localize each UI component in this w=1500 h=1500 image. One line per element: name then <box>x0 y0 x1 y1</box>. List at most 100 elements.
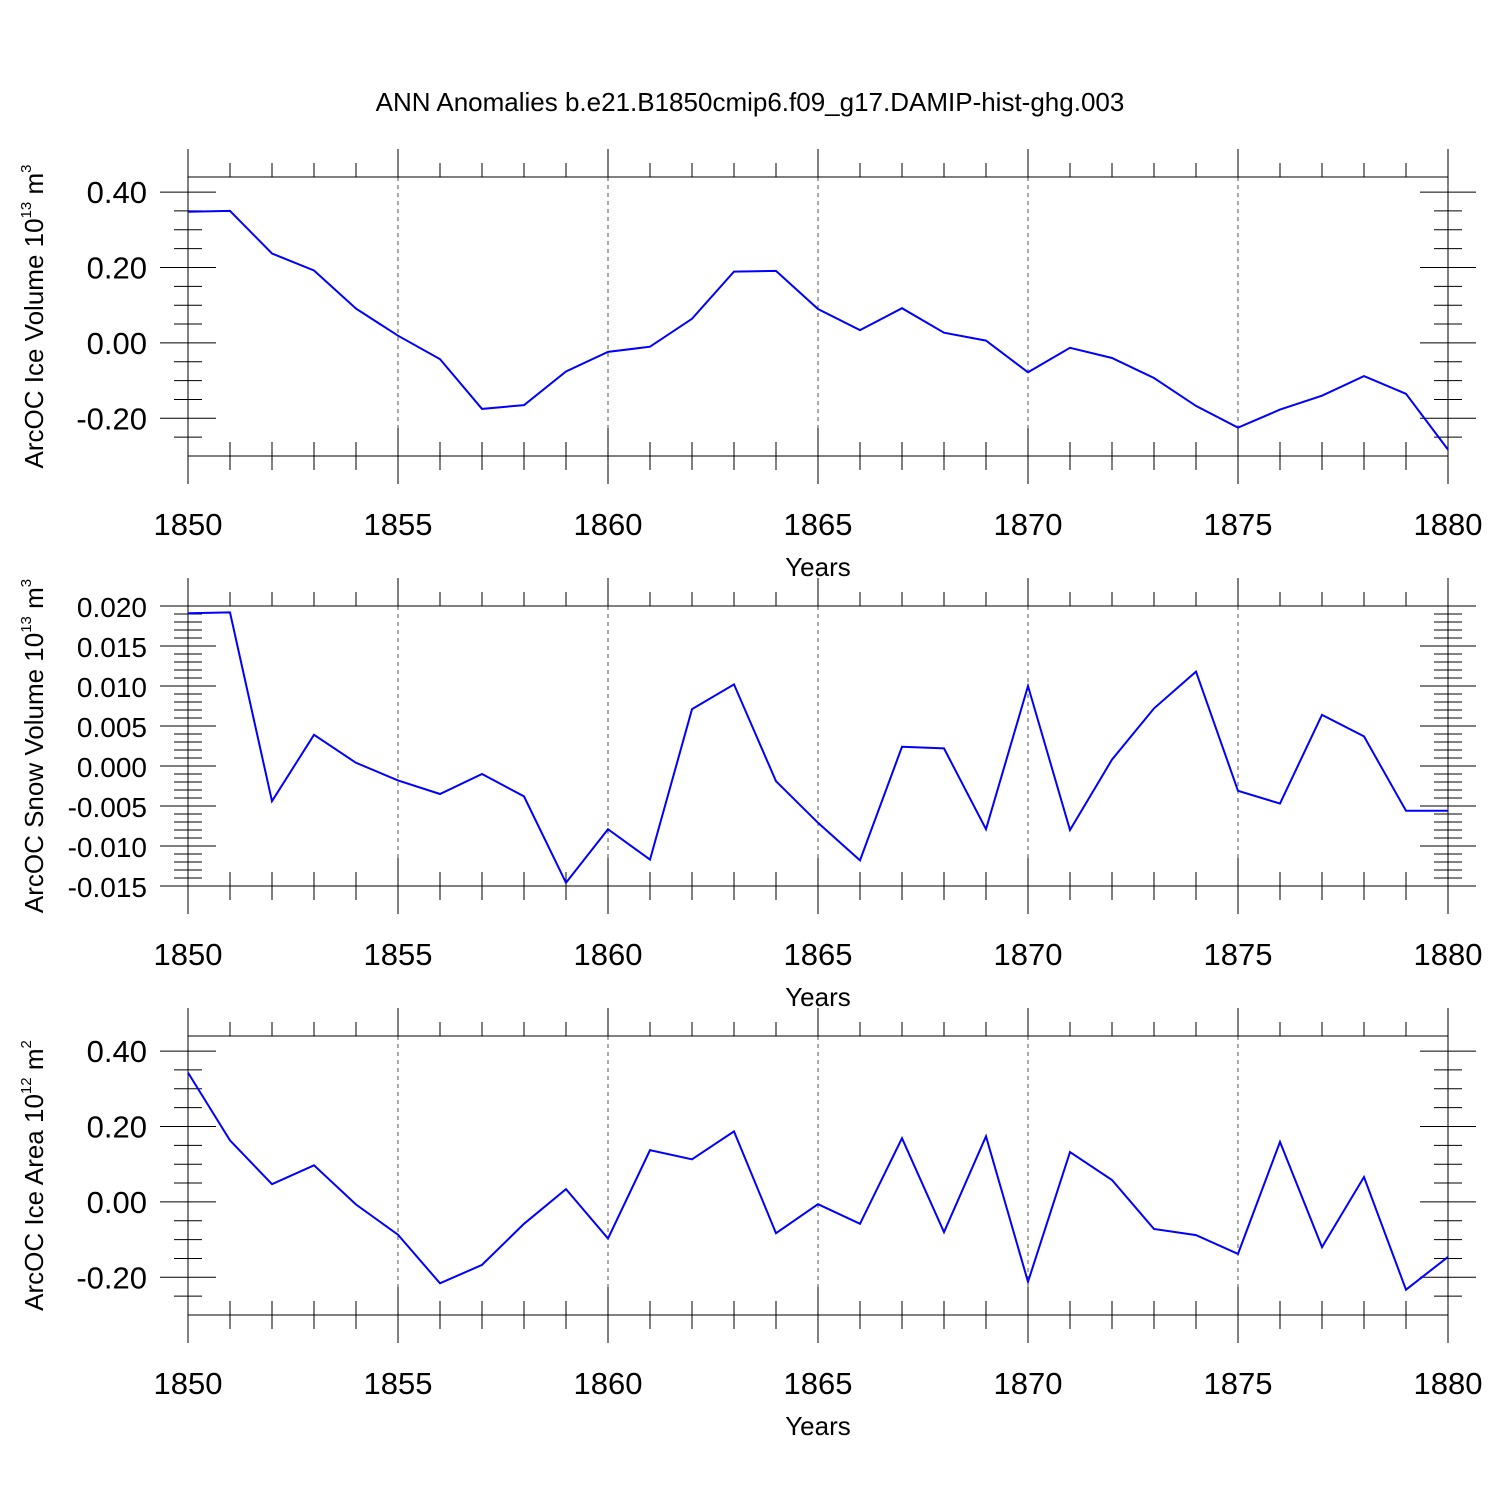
data-point <box>1194 670 1198 674</box>
data-point <box>438 357 442 361</box>
data-point <box>858 1222 862 1226</box>
chart-panel-1: 0.40 0.20 0.00 -0.20 1850 1855 1860 1865 1870 187… <box>18 149 1482 582</box>
data-point <box>648 858 652 862</box>
data-point <box>1236 426 1240 430</box>
chart-panel-3: 0.40 0.20 0.00 -0.20 1850 1855 1860 1865 1870 187… <box>18 1008 1482 1441</box>
y-axis-label-text: ArcOC Ice Volume 10 <box>19 218 49 468</box>
y-axis-label-exponent: 12 <box>18 1077 35 1094</box>
data-point <box>1110 356 1114 360</box>
y-tick-label: -0.010 <box>68 832 147 863</box>
x-tick-label: 1860 <box>574 937 643 972</box>
data-point <box>1446 1255 1450 1259</box>
data-point <box>1194 1233 1198 1237</box>
data-point <box>606 827 610 831</box>
data-point <box>522 403 526 407</box>
data-point <box>606 1236 610 1240</box>
data-point <box>354 1203 358 1207</box>
data-point <box>1404 809 1408 813</box>
y-axis-label-unit: m <box>19 587 49 616</box>
x-tick-label: 1865 <box>784 1366 853 1401</box>
y-tick-label: 0.40 <box>87 175 147 210</box>
x-axis-label: Years <box>785 1411 851 1441</box>
data-point <box>816 821 820 825</box>
data-point <box>984 827 988 831</box>
x-tick-label: 1865 <box>784 507 853 542</box>
data-point <box>1026 684 1030 688</box>
y-axis-label: ArcOC Snow Volume 1013 m3 <box>18 579 49 913</box>
data-point <box>984 339 988 343</box>
data-point <box>1152 376 1156 380</box>
y-tick-label: 0.00 <box>87 1185 147 1220</box>
x-tick-label: 1875 <box>1204 507 1273 542</box>
y-tick-label: -0.20 <box>76 1260 147 1295</box>
chart-title: ANN Anomalies b.e21.B1850cmip6.f09_g17.D… <box>376 87 1125 117</box>
series-line <box>187 209 1449 451</box>
data-point <box>690 1157 694 1161</box>
x-tick-label: 1870 <box>994 937 1063 972</box>
data-point <box>1278 802 1282 806</box>
data-point <box>228 1138 232 1142</box>
y-axis-label-text: ArcOC Snow Volume 10 <box>19 633 49 913</box>
y-tick-label: 0.40 <box>87 1034 147 1069</box>
data-point <box>438 1281 442 1285</box>
data-point <box>858 328 862 332</box>
data-point <box>270 799 274 803</box>
data-point <box>1152 1227 1156 1231</box>
data-point <box>564 881 568 885</box>
y-axis-label-exponent: 13 <box>18 202 35 219</box>
data-point <box>1068 828 1072 832</box>
x-tick-label: 1855 <box>364 507 433 542</box>
data-point <box>396 778 400 782</box>
data-point <box>1404 392 1408 396</box>
data-point <box>270 1182 274 1186</box>
y-axis-label-unit: m <box>19 1049 49 1078</box>
y-axis-label: ArcOC Ice Volume 1013 m3 <box>18 165 49 469</box>
data-point <box>984 1134 988 1138</box>
y-tick-label: -0.015 <box>68 872 147 903</box>
data-point <box>312 733 316 737</box>
x-tick-label: 1850 <box>154 937 223 972</box>
data-point <box>774 269 778 273</box>
data-point <box>1194 404 1198 408</box>
data-point <box>186 611 190 615</box>
x-tick-label: 1850 <box>154 1366 223 1401</box>
data-point <box>900 1136 904 1140</box>
data-point <box>564 1187 568 1191</box>
y-tick-label: -0.20 <box>76 401 147 436</box>
x-tick-label: 1860 <box>574 507 643 542</box>
y-axis-label: ArcOC Ice Area 1012 m2 <box>18 1040 49 1311</box>
data-point <box>690 317 694 321</box>
data-point <box>312 269 316 273</box>
data-point <box>1362 1175 1366 1179</box>
data-point <box>1278 408 1282 412</box>
data-point <box>186 210 190 214</box>
data-point <box>1068 346 1072 350</box>
y-tick-label: 0.000 <box>77 752 147 783</box>
x-tick-label: 1870 <box>994 507 1063 542</box>
data-point <box>942 331 946 335</box>
data-point <box>564 370 568 374</box>
data-point <box>354 761 358 765</box>
data-point <box>270 252 274 256</box>
data-point <box>606 350 610 354</box>
y-axis-label-unit-exponent: 2 <box>18 1040 35 1048</box>
data-point <box>1320 713 1324 717</box>
data-point <box>522 1222 526 1226</box>
data-point <box>480 407 484 411</box>
x-tick-label: 1875 <box>1204 1366 1273 1401</box>
x-tick-label: 1860 <box>574 1366 643 1401</box>
data-point <box>858 858 862 862</box>
data-point <box>480 772 484 776</box>
data-point <box>396 334 400 338</box>
y-axis-label-unit: m <box>19 173 49 202</box>
data-point <box>732 270 736 274</box>
data-point <box>354 307 358 311</box>
data-point <box>774 779 778 783</box>
y-axis-label-unit-exponent: 3 <box>18 579 35 587</box>
data-point <box>1026 1280 1030 1284</box>
x-tick-label: 1880 <box>1414 1366 1483 1401</box>
y-tick-label: 0.015 <box>77 632 147 663</box>
data-point <box>1446 809 1450 813</box>
x-tick-label: 1850 <box>154 507 223 542</box>
data-point <box>1278 1140 1282 1144</box>
